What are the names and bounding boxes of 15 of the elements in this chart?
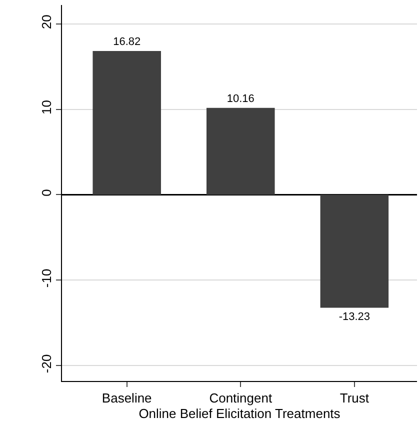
x-tick-label: Contingent [209, 390, 272, 406]
x-tick-label: Baseline [102, 390, 152, 406]
y-tick-label: 0 [38, 189, 54, 196]
x-axis-title: Online Belief Elicitation Treatments [138, 406, 341, 422]
bar [206, 108, 275, 195]
y-tick-label: -10 [38, 268, 54, 288]
y-tick-label: 10 [38, 100, 54, 115]
y-tick-label: -20 [38, 354, 54, 374]
bar [320, 194, 389, 308]
data-label: -13.23 [338, 310, 370, 323]
data-label: 10.16 [226, 92, 254, 105]
y-tick-label: 20 [38, 14, 54, 30]
bar [92, 50, 161, 195]
x-tick-label: Trust [340, 390, 370, 406]
data-label: 16.82 [113, 36, 141, 48]
